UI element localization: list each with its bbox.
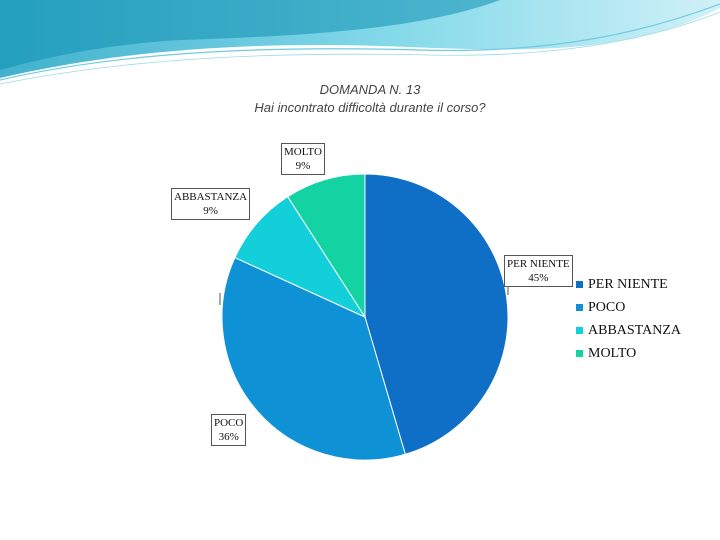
legend-item-per-niente: PER NIENTE: [576, 273, 716, 296]
data-label-poco-name: POCO: [214, 417, 244, 429]
legend-label-molto: MOLTO: [588, 345, 637, 361]
pie-slice-per-niente: [364, 173, 509, 455]
legend-item-molto: MOLTO: [576, 342, 716, 365]
data-label-abbastanza-name: ABBASTANZA: [174, 191, 248, 203]
legend-item-poco: POCO: [576, 296, 716, 319]
data-label-molto-name: MOLTO: [284, 146, 322, 158]
chart-subtitle: Hai incontrato difficoltà durante il cor…: [254, 100, 486, 115]
data-label-abbastanza: ABBASTANZA 9%: [171, 188, 251, 220]
legend-swatch-abbastanza: [576, 327, 583, 334]
data-label-molto: MOLTO 9%: [281, 143, 325, 175]
legend-label-poco: POCO: [588, 299, 626, 315]
chart-title: DOMANDA N. 13: [319, 82, 421, 97]
header-decoration: [0, 0, 720, 85]
pie-slice-abbastanza: [234, 196, 367, 319]
data-label-per-niente-value: 45%: [528, 272, 549, 284]
data-label-poco: POCO 36%: [211, 414, 247, 446]
data-label-poco-value: 36%: [218, 431, 239, 443]
legend-swatch-per-niente: [576, 281, 583, 288]
legend-swatch-molto: [576, 350, 583, 357]
pie-slice-molto: [286, 173, 366, 319]
legend-swatch-poco: [576, 304, 583, 311]
data-label-molto-value: 9%: [295, 160, 311, 172]
legend-item-abbastanza: ABBASTANZA: [576, 319, 716, 342]
legend-label-abbastanza: ABBASTANZA: [588, 322, 681, 338]
data-label-per-niente-name: PER NIENTE: [507, 258, 570, 270]
chart-legend: PER NIENTE POCO ABBASTANZA MOLTO: [576, 273, 716, 365]
legend-label-per-niente: PER NIENTE: [588, 276, 668, 292]
data-label-per-niente: PER NIENTE 45%: [504, 255, 573, 287]
pie-slice-poco: [221, 256, 406, 461]
data-label-abbastanza-value: 9%: [203, 205, 218, 217]
